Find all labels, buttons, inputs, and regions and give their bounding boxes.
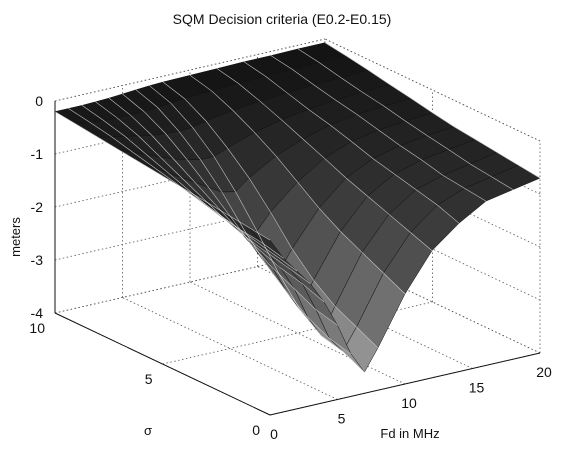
mesh-line <box>81 105 298 272</box>
x-tick-label: 0 <box>270 426 278 442</box>
z-axis-label: meters <box>8 217 23 257</box>
tick-labels: 0 -1 -2 -3 -4 0 5 10 0 5 10 15 20 <box>29 93 552 442</box>
mesh-line <box>54 111 271 241</box>
z-tick-label: -2 <box>31 199 44 215</box>
mesh-line <box>162 81 379 349</box>
mesh-line <box>216 68 433 251</box>
y-tick-label: 5 <box>145 371 153 387</box>
y-tick-label: 10 <box>29 320 45 336</box>
z-tick-label: -4 <box>31 305 44 321</box>
y-tick-label: 0 <box>252 422 260 438</box>
z-tick-label: 0 <box>35 93 43 109</box>
z-tick-label: -3 <box>31 252 44 268</box>
x-axis-line <box>269 352 541 416</box>
x-tick-label: 20 <box>536 364 552 380</box>
x-tick-label: 10 <box>401 395 417 411</box>
surface-layer <box>54 42 541 373</box>
chart-title: SQM Decision criteria (E0.2-E0.15) <box>173 11 392 27</box>
axis-layer <box>54 101 541 416</box>
mesh-line <box>68 108 284 259</box>
mesh-line <box>324 42 541 179</box>
z-tick-label: -1 <box>31 146 44 162</box>
mesh-line <box>243 61 460 224</box>
mesh-line <box>122 93 338 326</box>
mesh-line <box>297 48 514 190</box>
mesh-line <box>135 89 352 355</box>
y-axis-line <box>54 312 271 416</box>
x-axis-label: Fd in MHz <box>380 426 439 441</box>
mesh-line <box>270 55 487 202</box>
x-tick-label: 15 <box>469 380 485 396</box>
mesh-line <box>189 75 406 295</box>
mesh-line <box>108 97 325 303</box>
mesh-line <box>95 101 311 285</box>
y-axis-label: σ <box>144 423 152 438</box>
x-tick-label: 5 <box>338 411 346 427</box>
mesh-line <box>149 85 365 373</box>
